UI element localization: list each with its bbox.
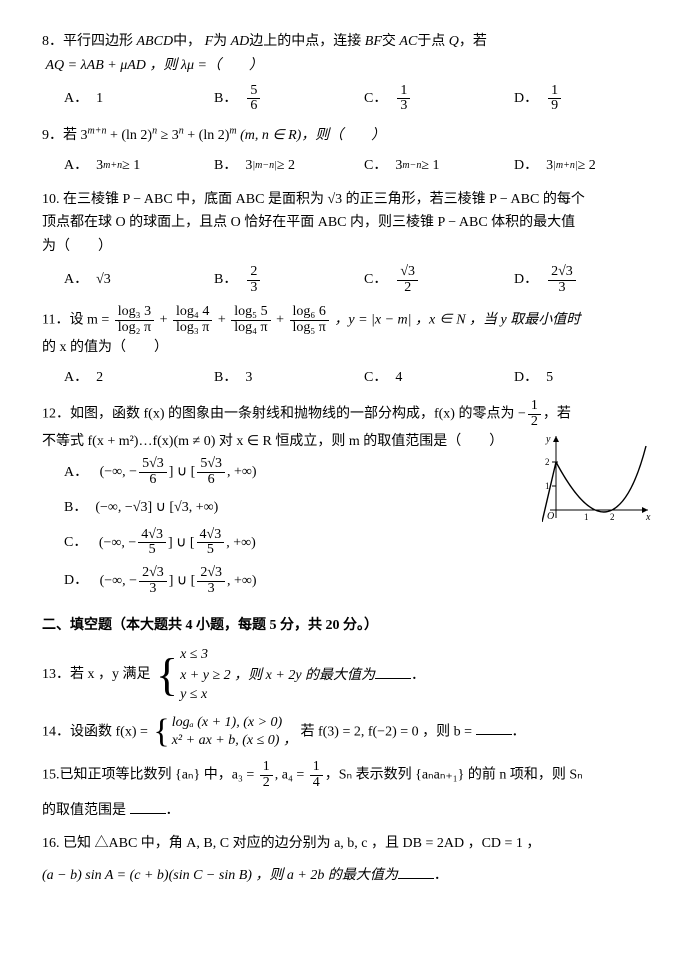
question-9: 9．若 3m+n + (ln 2)n ≥ 3n + (ln 2)m (m, n … — [42, 124, 652, 148]
q12-graph: x y O 1 2 1 2 — [542, 432, 652, 522]
question-11: 11．设 m = log₃ 3log₂ π + log₄ 4log₃ π + l… — [42, 305, 652, 359]
q8-eq: AQ = λAB + μAD ，则 λμ =（ ） — [46, 58, 263, 73]
question-16: 16. 已知 △ABC 中，角 A, B, C 对应的边分别为 a, b, c … — [42, 832, 652, 888]
question-8: 8．平行四边形 ABCD中， F为 AD边上的中点，连接 BF交 AC于点 Q，… — [42, 30, 652, 78]
question-15: 15.已知正项等比数列 {aₙ} 中，a₃ = 12, a₄ = 14，Sₙ 表… — [42, 760, 652, 822]
q10-options: A．√3 B．23 C．√32 D．2√33 — [64, 265, 652, 295]
question-10: 10. 在三棱锥 P − ABC 中，底面 ABC 是面积为 √3 的正三角形，… — [42, 188, 652, 259]
svg-text:1: 1 — [584, 512, 589, 522]
question-14: 14．设函数 f(x) = { logₐ (x + 1), (x > 0) x²… — [42, 714, 652, 750]
svg-text:x: x — [645, 512, 651, 522]
svg-text:O: O — [547, 511, 554, 522]
section-2-title: 二、填空题（本大题共 4 小题，每题 5 分，共 20 分。） — [42, 614, 652, 638]
q8-options: A．1 B．56 C．13 D．19 — [64, 84, 652, 114]
question-12: 12．如图，函数 f(x) 的图象由一条射线和抛物线的一部分构成，f(x) 的零… — [42, 399, 652, 600]
svg-text:2: 2 — [545, 457, 550, 467]
svg-text:1: 1 — [545, 481, 550, 491]
q8-text: 8．平行四边形 ABCD中， F为 AD边上的中点，连接 BF交 AC于点 Q，… — [42, 34, 487, 49]
question-13: 13．若 x ，y 满足 { x ≤ 3 x + y ≥ 2 ，则 x + 2y… — [42, 646, 652, 704]
svg-text:2: 2 — [610, 512, 615, 522]
q9-options: A．3m+n ≥ 1 B．3|m−n| ≥ 2 C．3m−n ≥ 1 D．3|m… — [64, 154, 652, 178]
q11-options: A．2 B．3 C．4 D．5 — [64, 366, 652, 390]
svg-text:y: y — [545, 434, 551, 445]
